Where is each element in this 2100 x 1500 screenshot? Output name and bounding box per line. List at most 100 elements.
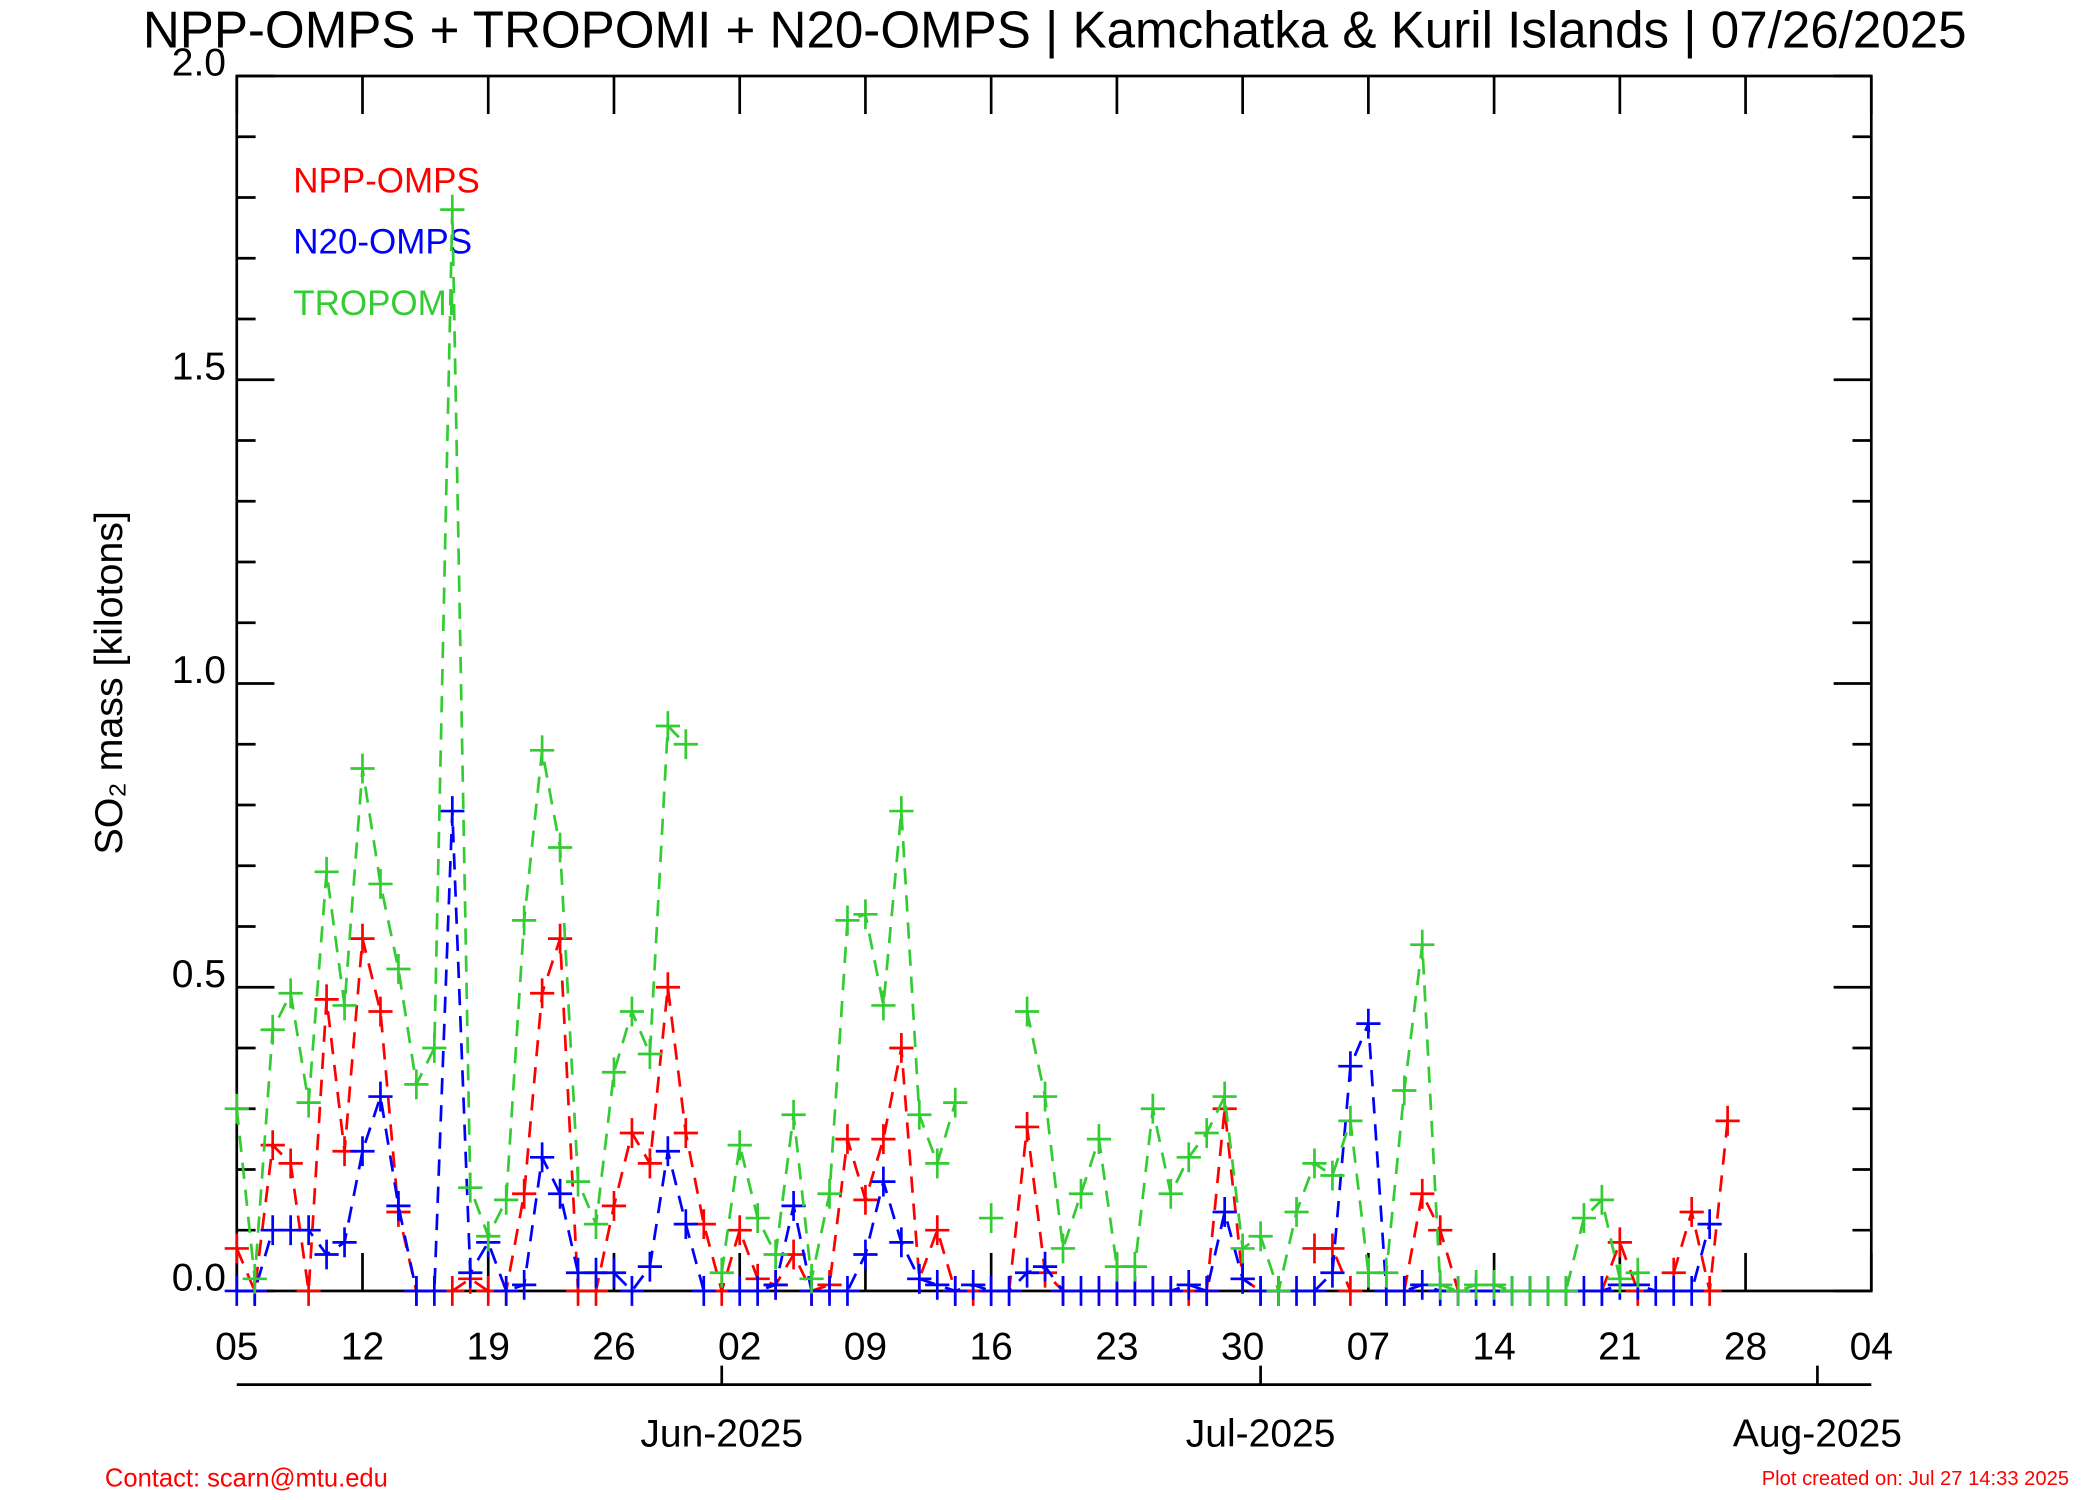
data-point <box>1697 1209 1722 1240</box>
data-point <box>530 1142 555 1173</box>
data-point <box>296 1276 321 1306</box>
data-point <box>763 1239 788 1270</box>
series-line <box>1672 1120 1729 1292</box>
month-tick-label: Jun-2025 <box>640 1412 803 1455</box>
data-point <box>296 1087 321 1118</box>
data-point <box>494 1276 519 1306</box>
data-point <box>601 1057 627 1088</box>
data-point <box>709 1257 734 1288</box>
data-point <box>1176 1269 1201 1300</box>
data-point <box>673 1118 698 1148</box>
data-point <box>476 1221 501 1252</box>
data-point <box>1571 1203 1597 1233</box>
data-point <box>925 1269 950 1300</box>
series-line <box>236 810 706 1294</box>
data-point <box>853 1239 878 1270</box>
x-tick-label: 07 <box>1347 1326 1390 1369</box>
data-point <box>745 1203 770 1233</box>
x-tick-label: 14 <box>1472 1326 1515 1369</box>
data-point <box>1553 1276 1579 1306</box>
data-point <box>332 1227 357 1258</box>
data-point <box>889 1033 914 1063</box>
data-point <box>637 1251 663 1282</box>
data-point <box>1446 1276 1471 1306</box>
data-point <box>1338 1276 1363 1306</box>
legend-entry: TROPOMI <box>293 284 456 323</box>
data-point <box>1140 1093 1165 1124</box>
series-line <box>1402 1189 1460 1292</box>
data-point <box>943 1087 968 1118</box>
data-point <box>727 1215 752 1246</box>
data-point <box>763 1269 788 1300</box>
x-tick-label: 28 <box>1724 1326 1767 1369</box>
data-point <box>565 1166 591 1197</box>
data-point <box>1176 1142 1201 1173</box>
data-point <box>1014 996 1040 1027</box>
data-point <box>1374 1257 1399 1288</box>
data-point <box>512 905 537 936</box>
data-point <box>512 1269 537 1300</box>
data-point <box>350 753 375 784</box>
data-point <box>943 1276 968 1306</box>
data-point <box>296 1215 321 1246</box>
data-point <box>458 1172 483 1203</box>
x-tick-label: 12 <box>341 1326 384 1369</box>
data-point <box>1212 1197 1237 1227</box>
data-point <box>583 1209 609 1240</box>
data-point <box>817 1178 842 1209</box>
contact: Contact: scarn@mtu.edu <box>105 1464 388 1492</box>
x-tick-label: 30 <box>1221 1326 1264 1369</box>
data-point <box>853 1184 878 1215</box>
legend-entry: N20-OMPS <box>293 223 472 262</box>
data-point <box>1428 1215 1453 1246</box>
data-point <box>1356 1008 1381 1039</box>
data-point <box>907 1263 932 1294</box>
data-point <box>835 1124 860 1155</box>
data-point <box>925 1148 950 1179</box>
data-point <box>1194 1118 1219 1148</box>
series-line <box>235 209 687 1279</box>
data-point <box>1158 1276 1183 1306</box>
data-point <box>835 1276 860 1306</box>
data-point <box>547 832 573 863</box>
data-point <box>1428 1269 1453 1300</box>
y-tick-label: 1.5 <box>172 345 226 388</box>
data-point <box>1050 1233 1076 1264</box>
data-point <box>1410 1178 1435 1209</box>
data-point <box>386 954 411 984</box>
data-point <box>1392 1276 1417 1306</box>
x-tick-label: 16 <box>969 1326 1012 1369</box>
data-point <box>530 978 555 1009</box>
y-axis-label: SO₂ mass [kilotons] <box>88 511 131 854</box>
data-point <box>1625 1257 1650 1288</box>
data-point <box>1302 1148 1327 1179</box>
data-point <box>601 1257 627 1288</box>
data-point <box>278 1148 303 1179</box>
data-point <box>386 1190 411 1221</box>
data-point <box>547 1178 573 1209</box>
data-point <box>314 1239 339 1270</box>
data-point <box>655 972 680 1003</box>
data-point <box>1212 1081 1237 1112</box>
data-point <box>781 1099 806 1130</box>
data-point <box>260 1014 285 1045</box>
series-line <box>720 810 957 1280</box>
data-point <box>1014 1112 1040 1142</box>
y-tick-label: 1.0 <box>172 649 226 692</box>
data-point <box>1266 1276 1291 1306</box>
month-tick-label: Aug-2025 <box>1733 1412 1902 1455</box>
data-point <box>458 1257 483 1288</box>
data-point <box>547 923 573 954</box>
data-point <box>1589 1276 1614 1306</box>
data-point <box>1679 1276 1704 1306</box>
data-point <box>404 1069 429 1100</box>
x-tick-label: 23 <box>1095 1326 1138 1369</box>
data-point <box>1068 1178 1094 1209</box>
data-point <box>494 1184 519 1215</box>
data-point <box>368 869 393 899</box>
data-point <box>997 1276 1022 1306</box>
chart-title: NPP-OMPS + TROPOMI + N20-OMPS | Kamchatk… <box>143 1 1967 58</box>
data-point <box>673 1209 698 1240</box>
